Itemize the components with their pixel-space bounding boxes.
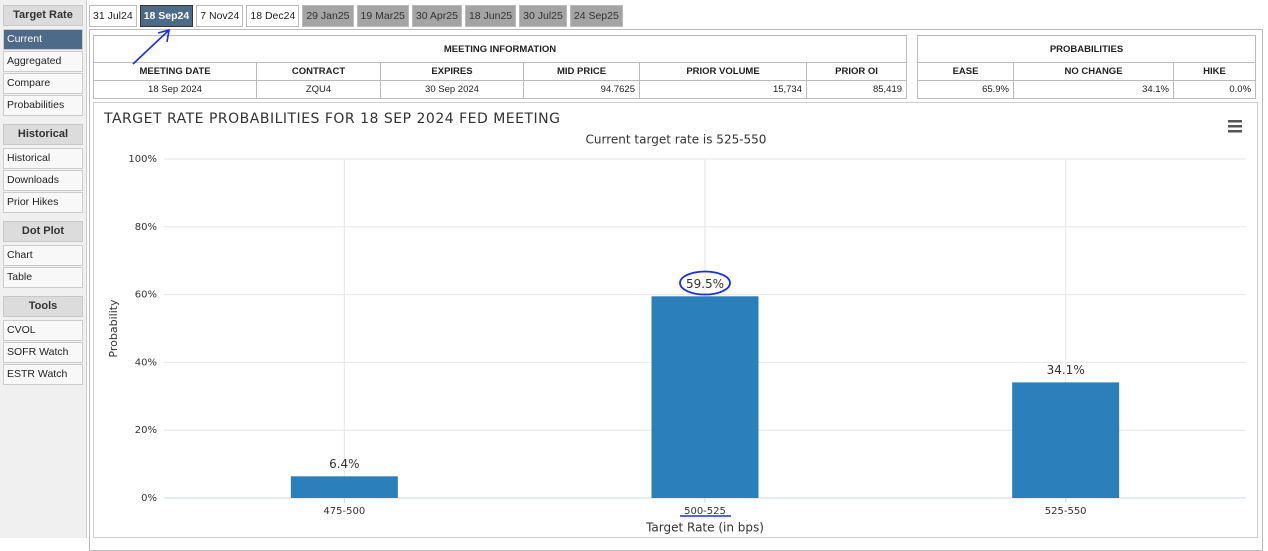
nav-item[interactable]: Prior Hikes [3, 192, 83, 213]
nav-item[interactable]: Probabilities [3, 95, 83, 116]
x-axis-label: Target Rate (in bps) [645, 521, 764, 535]
y-tick-label: 0% [141, 493, 157, 504]
meeting-tab[interactable]: 24 Sep25 [569, 5, 623, 27]
meeting-info-table: MEETING INFORMATION MEETING DATE CONTRACT E… [92, 35, 908, 99]
section-header: Dot Plot [3, 221, 83, 242]
nav-item[interactable]: Chart [3, 245, 83, 266]
meeting-tab[interactable]: 29 Jan25 [302, 5, 354, 27]
chart: TARGET RATE PROBABILITIES FOR 18 SEP 202… [93, 102, 1258, 538]
y-tick-label: 20% [135, 425, 157, 436]
nav-item[interactable]: Current [3, 29, 83, 50]
title-row: MEETING INFORMATION [92, 35, 908, 63]
nav-item[interactable]: Table [3, 267, 83, 288]
title-row: PROBABILITIES [916, 35, 1257, 63]
nav-item[interactable]: Compare [3, 73, 83, 94]
column-header: PRIOR OI [805, 62, 908, 81]
meeting-tab[interactable]: 18 Sep24 [139, 5, 194, 27]
meeting-tab[interactable]: 31 Jul24 [89, 5, 137, 27]
section-header: Target Rate [3, 5, 83, 26]
column-header: CONTRACT [256, 62, 381, 81]
y-tick-label: 80% [135, 222, 157, 233]
section-header: Historical [3, 124, 83, 145]
cell: 30 Sep 2024 [380, 80, 524, 99]
column-header: EXPIRES [380, 62, 524, 81]
column-header: EASE [917, 62, 1014, 81]
meeting-tab[interactable]: 30 Apr25 [411, 5, 462, 27]
menu-bar[interactable] [1228, 120, 1242, 123]
cell: 0.0% [1172, 80, 1257, 99]
menu-bar[interactable] [1228, 130, 1242, 133]
value-label: 6.4% [329, 457, 360, 471]
meeting-tab[interactable]: 19 Mar25 [356, 5, 409, 27]
bar [1012, 382, 1120, 498]
header-row: EASE NO CHANGE HIKE [917, 62, 1257, 81]
x-tick-label: 475-500 [323, 506, 365, 517]
nav-item[interactable]: CVOL [3, 320, 83, 341]
cell: 34.1% [1013, 80, 1174, 99]
menu-icon[interactable] [1228, 120, 1242, 133]
sidebar: Target Rate Current Aggregated Compare Proba… [0, 0, 87, 538]
x-tick-label: 500-525 [684, 506, 726, 517]
nav-item[interactable]: Aggregated [3, 51, 83, 72]
nav-item[interactable]: Historical [3, 148, 83, 169]
cell: 85,419 [805, 80, 908, 99]
column-header: MEETING DATE [93, 62, 257, 81]
x-tick-label: 525-550 [1045, 506, 1087, 517]
nav-item[interactable]: SOFR Watch [3, 342, 83, 363]
section-header: Tools [3, 296, 83, 317]
y-tick-label: 40% [135, 357, 157, 368]
y-axis-label: Probability [107, 299, 120, 358]
bar [651, 296, 759, 498]
probabilities-table: PROBABILITIES EASE NO CHANGE HIKE 65.9% 34.1%… [916, 35, 1257, 99]
column-header: NO CHANGE [1013, 62, 1174, 81]
chart-title: TARGET RATE PROBABILITIES FOR 18 SEP 202… [103, 111, 560, 127]
header-row: MEETING DATE CONTRACT EXPIRES MID PRICE PRIO… [93, 62, 908, 81]
y-tick-label: 60% [135, 290, 157, 301]
value-label: 59.5% [686, 277, 724, 291]
cell: ZQU4 [256, 80, 381, 99]
table-title: MEETING INFORMATION [92, 35, 908, 63]
value-label: 34.1% [1047, 363, 1085, 377]
chart-subtitle: Current target rate is 525-550 [586, 133, 767, 147]
y-tick-label: 100% [128, 154, 157, 165]
data-row: 18 Sep 2024 ZQU4 30 Sep 2024 94.7625 15,734 8… [93, 80, 908, 99]
column-header: HIKE [1172, 62, 1257, 81]
meeting-tab[interactable]: 30 Jul25 [519, 5, 567, 27]
meeting-tabs: 31 Jul24 18 Sep24 7 Nov24 18 Dec24 29 Jan25 1… [89, 5, 623, 27]
column-header: PRIOR VOLUME [639, 62, 807, 81]
cell: 18 Sep 2024 [93, 80, 257, 99]
meeting-tab[interactable]: 18 Jun25 [464, 5, 517, 27]
cell: 94.7625 [523, 80, 640, 99]
nav-item[interactable]: ESTR Watch [3, 364, 83, 385]
nav-item[interactable]: Downloads [3, 170, 83, 191]
table-title: PROBABILITIES [916, 35, 1257, 63]
menu-bar[interactable] [1228, 125, 1242, 128]
bar [290, 476, 398, 498]
column-header: MID PRICE [523, 62, 640, 81]
meeting-tab[interactable]: 18 Dec24 [246, 5, 300, 27]
cell: 65.9% [917, 80, 1014, 99]
meeting-tab[interactable]: 7 Nov24 [196, 5, 244, 27]
cell: 15,734 [639, 80, 807, 99]
data-row: 65.9% 34.1% 0.0% [917, 80, 1257, 99]
